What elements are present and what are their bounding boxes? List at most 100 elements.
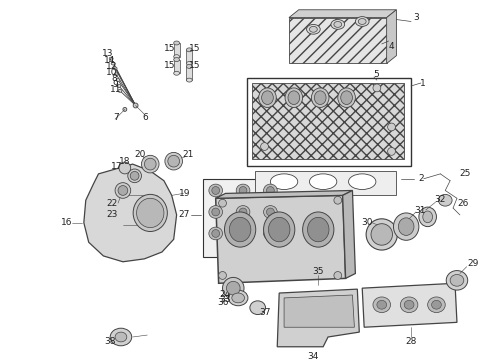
Text: 34: 34 <box>308 352 319 360</box>
Ellipse shape <box>130 171 139 180</box>
Ellipse shape <box>267 208 274 216</box>
Ellipse shape <box>310 174 337 189</box>
Text: 24: 24 <box>220 291 231 300</box>
Ellipse shape <box>186 62 192 66</box>
Text: 32: 32 <box>435 195 446 204</box>
Ellipse shape <box>113 67 117 70</box>
Ellipse shape <box>209 206 222 218</box>
Polygon shape <box>362 283 457 327</box>
Text: 11: 11 <box>110 85 122 94</box>
Text: 5: 5 <box>373 70 379 79</box>
Ellipse shape <box>450 274 464 286</box>
Ellipse shape <box>432 300 441 309</box>
Text: 19: 19 <box>179 189 190 198</box>
Ellipse shape <box>423 211 433 223</box>
Ellipse shape <box>115 183 131 198</box>
Ellipse shape <box>428 297 445 312</box>
Text: 26: 26 <box>457 199 468 208</box>
Ellipse shape <box>137 198 164 228</box>
Text: 9: 9 <box>112 80 118 89</box>
Ellipse shape <box>373 84 381 92</box>
Ellipse shape <box>123 107 127 111</box>
Ellipse shape <box>219 199 226 207</box>
Ellipse shape <box>133 103 138 108</box>
Ellipse shape <box>173 55 179 59</box>
Ellipse shape <box>209 227 222 240</box>
Text: 20: 20 <box>135 150 146 159</box>
Bar <box>247 78 411 166</box>
Ellipse shape <box>269 217 290 242</box>
Ellipse shape <box>109 57 113 60</box>
Ellipse shape <box>228 290 248 306</box>
Text: 31: 31 <box>414 206 426 215</box>
Polygon shape <box>289 18 387 63</box>
Ellipse shape <box>118 186 128 195</box>
Text: 15: 15 <box>189 44 200 53</box>
Text: 33: 33 <box>220 295 231 304</box>
Polygon shape <box>255 171 396 195</box>
Bar <box>203 179 289 257</box>
Text: 35: 35 <box>313 267 324 276</box>
Ellipse shape <box>264 184 277 197</box>
Ellipse shape <box>341 91 352 104</box>
Ellipse shape <box>288 91 300 104</box>
Ellipse shape <box>285 88 303 107</box>
Polygon shape <box>289 10 396 18</box>
Text: 2: 2 <box>418 174 424 183</box>
Ellipse shape <box>224 212 256 247</box>
Ellipse shape <box>261 143 269 150</box>
Text: 7: 7 <box>113 113 119 122</box>
Text: 18: 18 <box>119 157 131 166</box>
Ellipse shape <box>114 73 118 76</box>
Ellipse shape <box>173 41 179 45</box>
Ellipse shape <box>264 227 277 240</box>
Polygon shape <box>284 295 354 327</box>
Ellipse shape <box>267 230 274 237</box>
Text: 10: 10 <box>106 68 118 77</box>
Polygon shape <box>216 190 352 198</box>
Ellipse shape <box>262 91 273 104</box>
Ellipse shape <box>116 78 120 82</box>
Text: 6: 6 <box>143 113 148 122</box>
Text: 8: 8 <box>111 74 117 83</box>
Ellipse shape <box>145 158 156 170</box>
Ellipse shape <box>186 48 192 52</box>
Text: 12: 12 <box>105 62 117 71</box>
Ellipse shape <box>358 19 366 24</box>
Polygon shape <box>277 289 359 347</box>
Ellipse shape <box>312 88 329 107</box>
Ellipse shape <box>388 148 395 155</box>
Ellipse shape <box>334 22 342 27</box>
Ellipse shape <box>310 26 318 32</box>
Ellipse shape <box>118 89 122 92</box>
Polygon shape <box>186 67 192 80</box>
Text: 25: 25 <box>459 169 470 178</box>
Text: 21: 21 <box>183 150 194 159</box>
Ellipse shape <box>186 78 192 82</box>
Ellipse shape <box>250 301 266 315</box>
Ellipse shape <box>371 224 392 245</box>
Ellipse shape <box>239 230 247 237</box>
Ellipse shape <box>393 213 419 240</box>
Ellipse shape <box>186 64 192 68</box>
Ellipse shape <box>168 155 179 167</box>
Ellipse shape <box>128 169 142 183</box>
Text: 36: 36 <box>217 298 228 307</box>
Polygon shape <box>173 43 179 57</box>
Ellipse shape <box>142 155 159 173</box>
Text: 15: 15 <box>164 44 175 53</box>
Ellipse shape <box>315 91 326 104</box>
Ellipse shape <box>373 297 391 312</box>
Text: 28: 28 <box>405 337 416 346</box>
Polygon shape <box>173 60 179 73</box>
Text: 15: 15 <box>164 61 175 70</box>
Ellipse shape <box>236 206 250 218</box>
Text: 37: 37 <box>259 308 270 317</box>
Text: 23: 23 <box>106 210 118 219</box>
Text: 4: 4 <box>389 42 394 51</box>
Ellipse shape <box>338 88 355 107</box>
Ellipse shape <box>400 297 418 312</box>
Text: 16: 16 <box>60 218 72 227</box>
Ellipse shape <box>133 194 168 231</box>
Ellipse shape <box>366 219 397 250</box>
